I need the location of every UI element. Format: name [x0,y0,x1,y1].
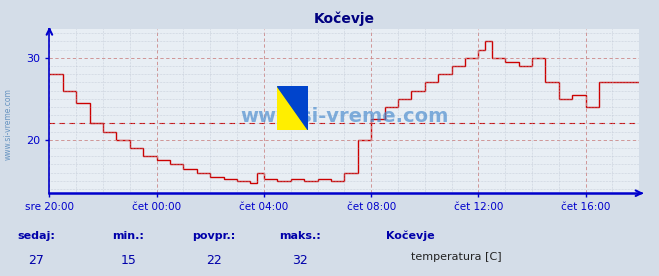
Text: sedaj:: sedaj: [17,231,55,241]
Text: 32: 32 [292,254,308,267]
Text: www.si-vreme.com: www.si-vreme.com [3,88,13,160]
Text: 15: 15 [121,254,136,267]
Polygon shape [277,86,308,130]
Text: 22: 22 [206,254,222,267]
Text: 27: 27 [28,254,44,267]
Title: Kočevje: Kočevje [314,12,375,26]
Text: povpr.:: povpr.: [192,231,236,241]
Polygon shape [277,86,308,130]
Text: Kočevje: Kočevje [386,230,434,241]
Text: maks.:: maks.: [279,231,321,241]
Text: www.si-vreme.com: www.si-vreme.com [240,107,449,126]
Text: temperatura [C]: temperatura [C] [411,252,501,262]
Text: min.:: min.: [113,231,144,241]
